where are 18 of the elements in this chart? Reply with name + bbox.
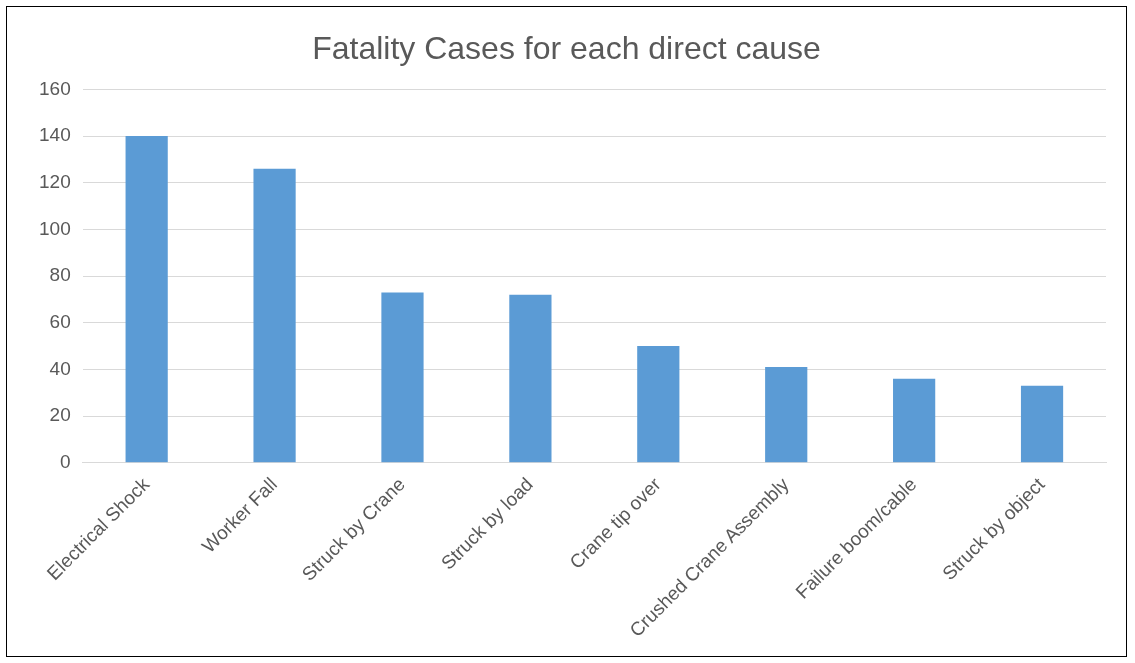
- chart-title: Fatality Cases for each direct cause: [312, 30, 821, 67]
- y-tick-label: 60: [49, 311, 71, 333]
- bar: [637, 346, 680, 463]
- bar: [509, 294, 552, 463]
- bar: [125, 136, 168, 463]
- y-tick-label: 120: [39, 170, 71, 192]
- y-tick-label: 0: [60, 451, 71, 473]
- bar: [1020, 385, 1064, 463]
- y-tick-label: 100: [39, 217, 71, 239]
- bar: [253, 168, 296, 463]
- y-tick-label: 80: [49, 264, 71, 286]
- y-tick-label: 160: [39, 77, 71, 99]
- bar: [765, 367, 808, 463]
- y-tick-label: 20: [49, 404, 71, 426]
- y-tick-label: 140: [39, 124, 71, 146]
- bar: [381, 292, 424, 463]
- y-tick-label: 40: [49, 357, 71, 379]
- bar: [893, 378, 936, 463]
